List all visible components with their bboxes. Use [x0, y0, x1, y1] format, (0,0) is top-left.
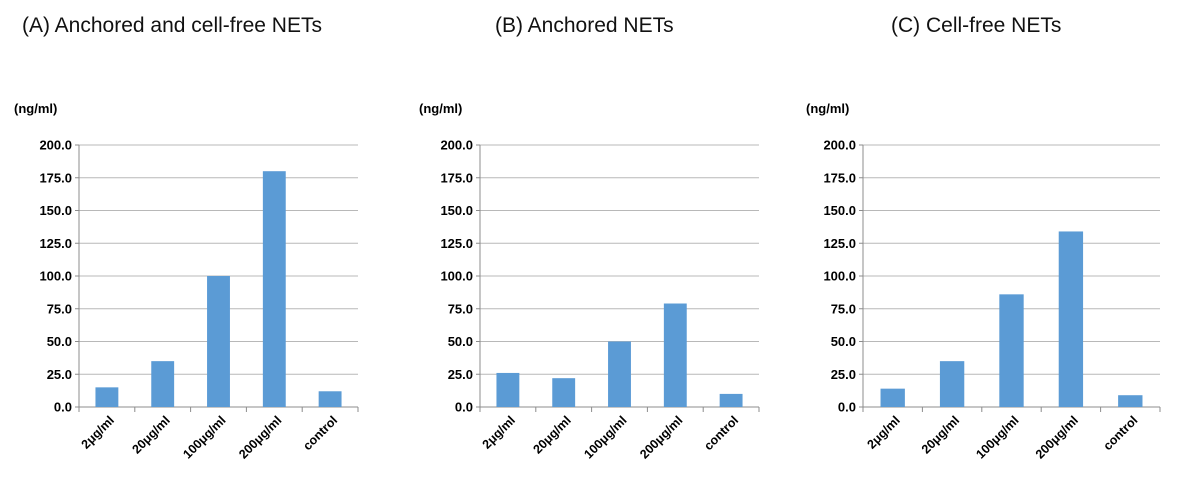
- y-tick-label: 25.0: [831, 367, 856, 382]
- y-tick-label: 125.0: [440, 236, 473, 251]
- chart-title: (C) Cell-free NETs: [891, 14, 1061, 37]
- y-tick-label: 150.0: [440, 203, 473, 218]
- y-tick-label: 25.0: [448, 367, 473, 382]
- x-category-label: 20μg/ml: [531, 413, 574, 456]
- bar-5: [1118, 395, 1143, 407]
- y-tick-label: 100.0: [440, 269, 473, 284]
- x-category-label: 2μg/ml: [79, 413, 117, 451]
- bar-4: [1058, 231, 1084, 407]
- bar-4: [663, 303, 687, 407]
- y-axis-unit-label: (ng/ml): [806, 101, 849, 116]
- x-category-label: 2μg/ml: [864, 413, 902, 451]
- bar-2: [151, 361, 175, 407]
- chart-panel-2: (C) Cell-free NETs (ng/ml) 0.0 25.0 50.0 75.0…: [806, 14, 1161, 461]
- x-category-label: control: [1101, 413, 1141, 453]
- y-tick-label: 50.0: [47, 334, 72, 349]
- y-axis-unit-label: (ng/ml): [419, 101, 462, 116]
- y-tick-label: 200.0: [823, 138, 856, 153]
- x-category-label: 100μg/ml: [581, 413, 629, 461]
- y-tick-label: 75.0: [448, 301, 473, 316]
- x-category-label: 100μg/ml: [973, 413, 1021, 461]
- bar-3: [207, 276, 230, 407]
- y-tick-label: 25.0: [47, 367, 72, 382]
- x-category-label: 200μg/ml: [236, 413, 284, 461]
- y-tick-label: 175.0: [823, 170, 856, 185]
- y-tick-label: 75.0: [831, 301, 856, 316]
- bar-5: [318, 391, 342, 407]
- y-axis-unit-label: (ng/ml): [14, 101, 57, 116]
- x-category-label: control: [701, 413, 741, 453]
- y-tick-label: 50.0: [448, 334, 473, 349]
- y-tick-label: 200.0: [440, 138, 473, 153]
- y-tick-label: 0.0: [455, 400, 473, 415]
- y-tick-label: 125.0: [39, 236, 72, 251]
- x-category-label: control: [300, 413, 340, 453]
- bar-1: [880, 388, 905, 407]
- x-category-label: 200μg/ml: [1033, 413, 1081, 461]
- y-tick-label: 100.0: [39, 269, 72, 284]
- x-category-label: 100μg/ml: [180, 413, 228, 461]
- y-tick-label: 100.0: [823, 269, 856, 284]
- bar-2: [939, 361, 965, 407]
- bar-3: [999, 294, 1024, 407]
- x-category-label: 2μg/ml: [480, 413, 518, 451]
- bar-1: [95, 387, 119, 407]
- x-category-label: 200μg/ml: [637, 413, 685, 461]
- y-tick-label: 0.0: [838, 400, 856, 415]
- bar-4: [262, 171, 286, 407]
- y-tick-label: 0.0: [54, 400, 72, 415]
- chart-panel-0: (A) Anchored and cell-free NETs (ng/ml) 0.…: [14, 14, 359, 461]
- x-category-label: 20μg/ml: [919, 413, 962, 456]
- chart-title: (A) Anchored and cell-free NETs: [22, 14, 322, 37]
- y-tick-label: 150.0: [39, 203, 72, 218]
- chart-panel-1: (B) Anchored NETs (ng/ml) 0.0 25.0 50.0 75.0 1…: [419, 14, 760, 461]
- bar-3: [608, 341, 631, 407]
- bar-2: [552, 378, 576, 407]
- y-tick-label: 125.0: [823, 236, 856, 251]
- chart-title: (B) Anchored NETs: [495, 14, 674, 37]
- y-tick-label: 175.0: [39, 170, 72, 185]
- y-tick-label: 150.0: [823, 203, 856, 218]
- y-tick-label: 200.0: [39, 138, 72, 153]
- x-category-label: 20μg/ml: [130, 413, 173, 456]
- bar-5: [719, 393, 743, 407]
- bar-1: [496, 372, 520, 407]
- y-tick-label: 75.0: [47, 301, 72, 316]
- y-tick-label: 50.0: [831, 334, 856, 349]
- y-tick-label: 175.0: [440, 170, 473, 185]
